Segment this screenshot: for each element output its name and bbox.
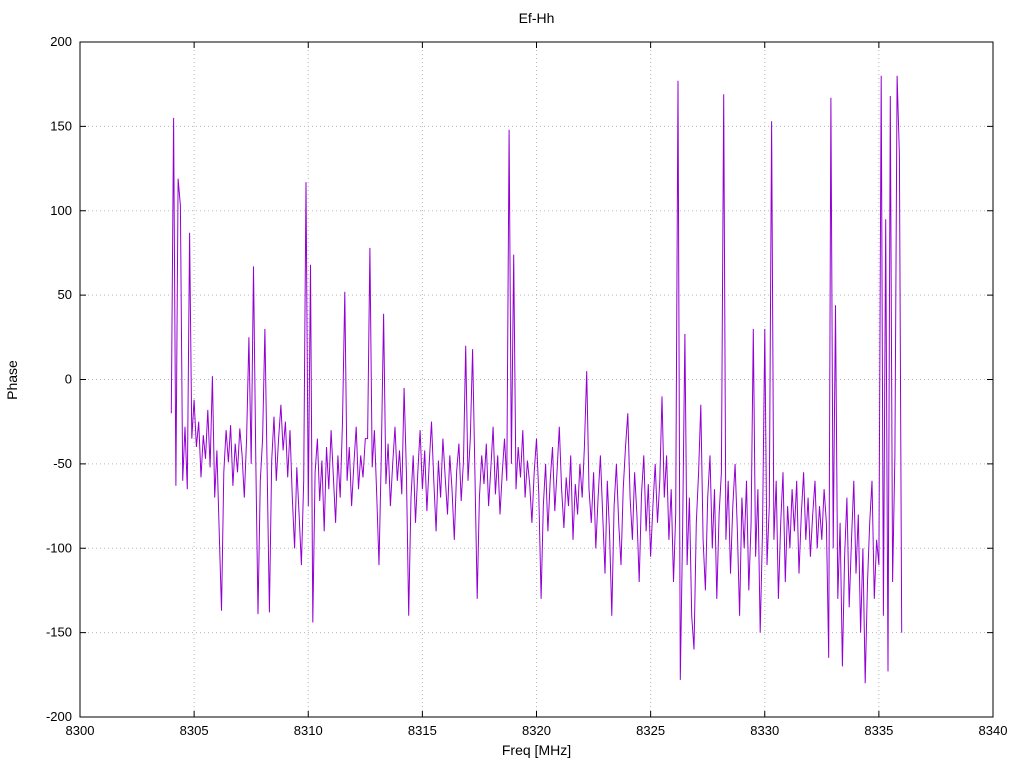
y-tick-label: -200 [46,709,72,724]
x-tick-label: 8300 [66,723,95,738]
x-tick-label: 8340 [979,723,1008,738]
y-tick-label: -100 [46,540,72,555]
x-tick-label: 8320 [522,723,551,738]
y-tick-label: 100 [50,203,72,218]
chart-title: Ef-Hh [518,10,555,26]
y-tick-label: 200 [50,34,72,49]
phase-trace [170,75,903,684]
y-tick-label: 0 [65,372,72,387]
x-tick-label: 8315 [408,723,437,738]
y-tick-label: 50 [58,287,72,302]
x-tick-label: 8310 [294,723,323,738]
y-tick-label: -50 [53,456,72,471]
y-tick-label: -150 [46,625,72,640]
x-tick-label: 8305 [180,723,209,738]
x-tick-label: 8330 [750,723,779,738]
x-tick-label: 8335 [864,723,893,738]
y-tick-label: 150 [50,118,72,133]
x-axis-label: Freq [MHz] [501,742,572,758]
x-tick-label: 8325 [636,723,665,738]
